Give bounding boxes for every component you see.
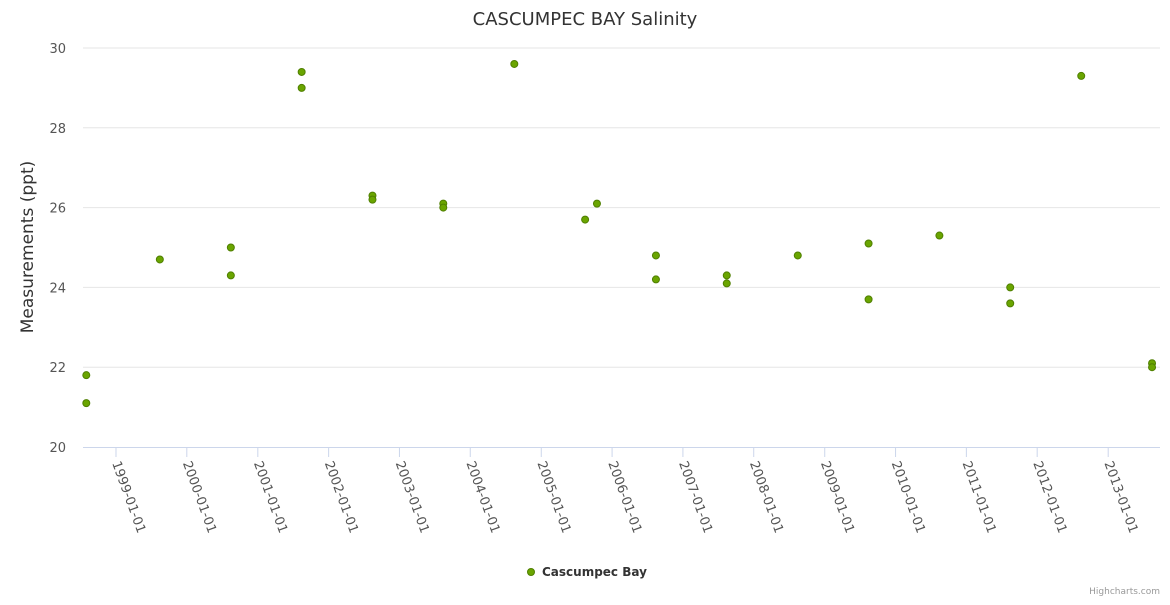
data-point[interactable] [297, 83, 306, 92]
x-tick-label: 2006-01-01 [604, 459, 644, 535]
data-point[interactable] [226, 243, 235, 252]
data-point[interactable] [155, 255, 164, 264]
data-point[interactable] [510, 59, 519, 68]
data-point[interactable] [722, 279, 731, 288]
y-tick-label: 22 [49, 361, 66, 376]
data-point[interactable] [82, 371, 91, 380]
data-point[interactable] [864, 295, 873, 304]
data-point[interactable] [935, 231, 944, 240]
data-point[interactable] [82, 399, 91, 408]
chart-title: CASCUMPEC BAY Salinity [473, 9, 698, 30]
data-point[interactable] [592, 199, 601, 208]
x-tick-label: 2009-01-01 [817, 459, 857, 535]
data-point[interactable] [1077, 71, 1086, 80]
y-tick-label: 28 [49, 122, 66, 137]
x-axis: 1999-01-01 2000-01-01 2001-01-01 2002-01-01… [83, 447, 1160, 535]
data-point[interactable] [297, 67, 306, 76]
x-tick-label: 2002-01-01 [321, 459, 361, 535]
x-tick-label: 2003-01-01 [392, 459, 432, 535]
legend-marker-icon [527, 568, 535, 576]
x-tick-label: 2011-01-01 [959, 459, 999, 535]
x-tick-label: 2000-01-01 [179, 459, 219, 535]
data-point[interactable] [1006, 299, 1015, 308]
data-point[interactable] [581, 215, 590, 224]
y-tick-label: 24 [49, 281, 66, 296]
data-point[interactable] [1006, 283, 1015, 292]
data-point[interactable] [722, 271, 731, 280]
gridlines [83, 47, 1160, 368]
x-tick-label: 2010-01-01 [888, 459, 928, 535]
y-tick-label: 20 [49, 441, 66, 456]
data-point[interactable] [651, 275, 660, 284]
x-tick-label: 2012-01-01 [1029, 459, 1069, 535]
x-tick-label: 2001-01-01 [250, 459, 290, 535]
credits-link[interactable]: Highcharts.com [1089, 587, 1160, 597]
x-tick-label: 2013-01-01 [1100, 459, 1140, 535]
data-point[interactable] [439, 203, 448, 212]
y-tick-label: 26 [49, 202, 66, 217]
data-point[interactable] [651, 251, 660, 260]
x-tick-label: 2007-01-01 [675, 459, 715, 535]
x-tick-label: 2008-01-01 [746, 459, 786, 535]
x-tick-label: 1999-01-01 [108, 459, 148, 535]
x-tick-label: 2005-01-01 [534, 459, 574, 535]
data-points [82, 59, 1157, 408]
y-axis: 20 22 24 26 28 30 [49, 42, 66, 456]
x-tick-label: 2004-01-01 [463, 459, 503, 535]
y-tick-label: 30 [49, 42, 66, 57]
legend[interactable]: Cascumpec Bay [527, 565, 648, 579]
data-point[interactable] [226, 271, 235, 280]
y-axis-title: Measurements (ppt) [18, 161, 38, 333]
legend-item-cascumpec-bay[interactable]: Cascumpec Bay [542, 565, 647, 579]
data-point[interactable] [864, 239, 873, 248]
data-point[interactable] [1148, 363, 1157, 372]
data-point[interactable] [793, 251, 802, 260]
data-point[interactable] [368, 195, 377, 204]
